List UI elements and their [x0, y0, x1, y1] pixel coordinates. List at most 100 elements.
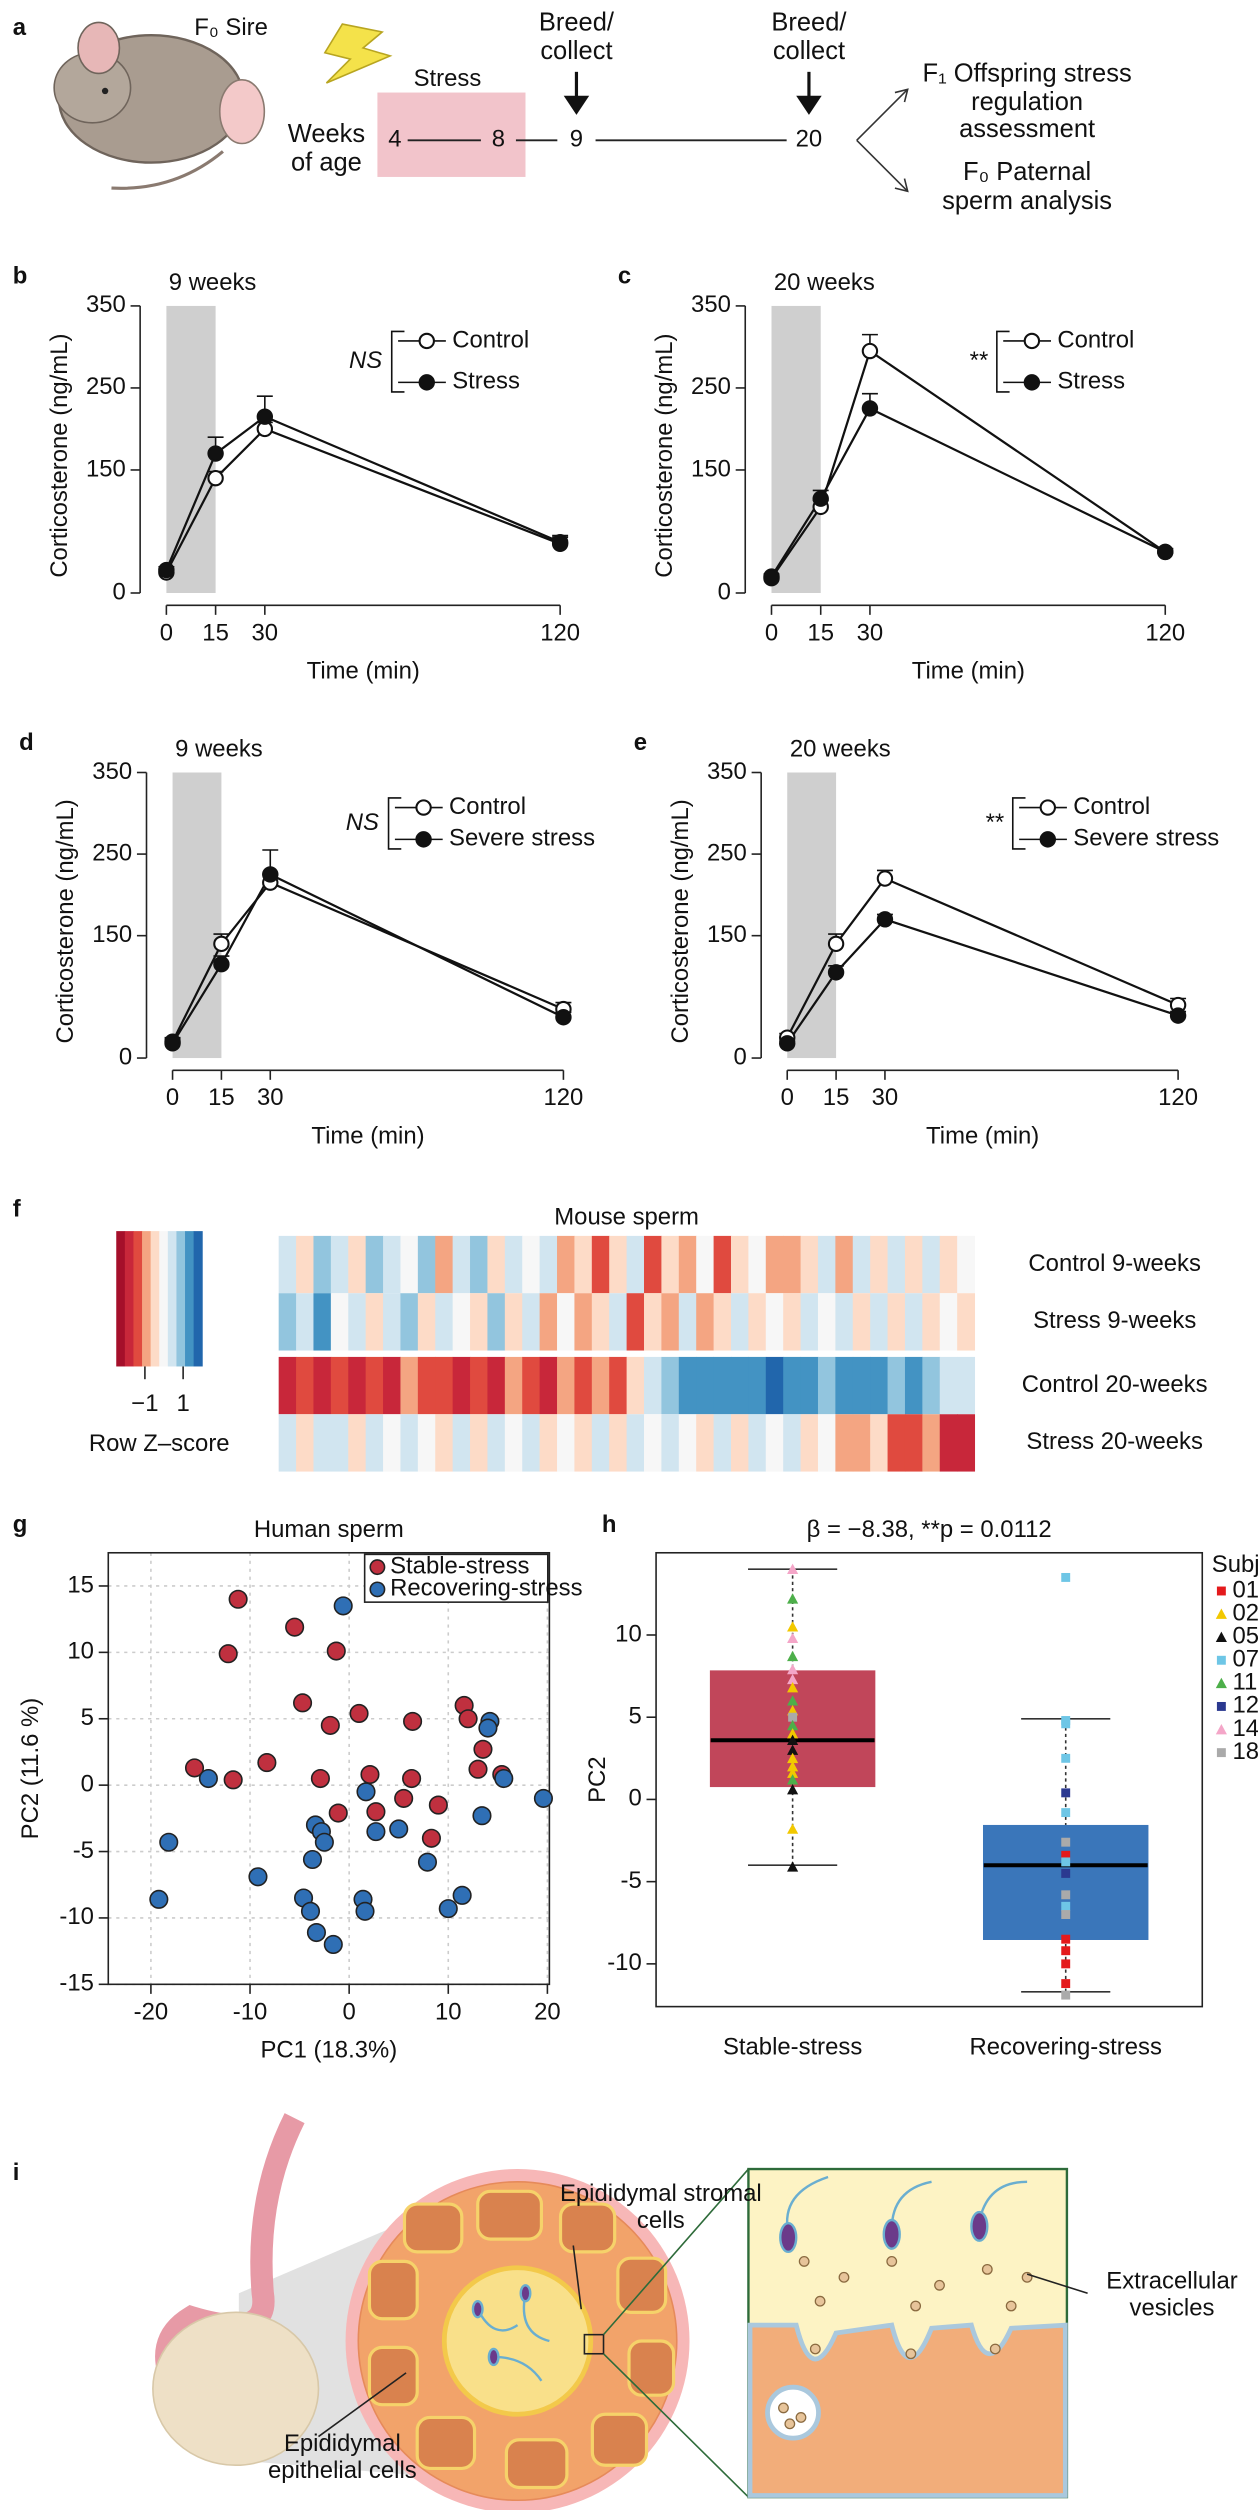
- heat-cell: [417, 1414, 436, 1472]
- mouse-illustration: [53, 21, 909, 193]
- legend-label: 07: [1233, 1646, 1258, 1673]
- legend-label: 05: [1233, 1622, 1258, 1649]
- heat-cell: [678, 1235, 697, 1294]
- heat-cell: [557, 1293, 575, 1351]
- heat-cell: [765, 1414, 784, 1472]
- legend-box: [363, 1553, 549, 1603]
- heat-cell: [817, 1235, 836, 1294]
- subject-point: [787, 1663, 799, 1675]
- y-axis-title: Corticosterone (ng/mL): [52, 799, 79, 1043]
- heat-cell: [765, 1235, 784, 1294]
- y-tick-label: 350: [707, 758, 747, 785]
- data-point: [428, 1795, 448, 1815]
- heat-cell: [365, 1293, 384, 1351]
- heat-cell: [904, 1235, 923, 1294]
- series-line: [786, 877, 1179, 1039]
- subject-point: [1061, 1850, 1071, 1860]
- data-point: [323, 1934, 343, 1955]
- data-point: [213, 935, 230, 953]
- x-tick-label: 120: [544, 1084, 584, 1111]
- heat-cell: [487, 1414, 506, 1472]
- x-tick-label: -10: [233, 1998, 268, 2025]
- data-point: [207, 445, 224, 462]
- heat-cell: [470, 1293, 488, 1351]
- heat-cell: [539, 1356, 558, 1415]
- heat-cell: [330, 1356, 349, 1415]
- stromal-label-box: Epididymal stromal cells: [560, 2182, 762, 2233]
- row-label: Control 9-weeks: [1028, 1250, 1201, 1277]
- legend-label: 14: [1233, 1715, 1258, 1742]
- heat-cell: [591, 1293, 610, 1351]
- y-tick-label: 150: [707, 921, 747, 948]
- heat-cell: [417, 1356, 436, 1415]
- data-point: [812, 490, 829, 507]
- heat-cell: [783, 1356, 802, 1415]
- epithelial-label-box: Epididymal epithelial cells: [267, 2431, 417, 2484]
- y-tick-label: -10: [59, 1903, 94, 1930]
- heat-cell: [574, 1414, 593, 1472]
- data-point: [478, 1718, 498, 1738]
- subject-point: [787, 1783, 799, 1795]
- heat-cell: [504, 1293, 523, 1351]
- legend-bracket: [996, 330, 1010, 393]
- legend-bracket: [1011, 797, 1026, 850]
- panel-label: f: [13, 1196, 21, 1223]
- data-point: [293, 1693, 313, 1713]
- data-point: [403, 1711, 423, 1731]
- heat-cell: [904, 1356, 923, 1415]
- colorbar-title: Row Z–score: [89, 1430, 230, 1457]
- panel-label: h: [602, 1511, 617, 1538]
- subject-point: [787, 1695, 799, 1706]
- chart-title: Human sperm: [254, 1516, 404, 1543]
- heat-cell: [330, 1235, 349, 1294]
- chart-title: 9 weeks: [175, 736, 263, 763]
- heat-cell: [278, 1356, 297, 1415]
- paternal-label: F₀ Paternal sperm analysis: [942, 159, 1113, 215]
- panel-label: e: [634, 729, 647, 756]
- heat-cell: [887, 1414, 906, 1472]
- data-point: [779, 1035, 796, 1052]
- heat-cell: [904, 1293, 923, 1351]
- heat-cell: [383, 1356, 401, 1415]
- heat-cell: [748, 1293, 767, 1351]
- subject-point: [787, 1563, 799, 1575]
- legend-marker: [1039, 799, 1057, 816]
- heat-cell: [835, 1356, 854, 1415]
- data-point: [551, 533, 569, 551]
- heat-cell: [417, 1293, 436, 1351]
- data-point: [314, 1832, 334, 1852]
- heat-cell: [522, 1293, 541, 1351]
- heat-cell: [557, 1356, 575, 1415]
- heat-cell: [835, 1293, 854, 1351]
- y-axis-title: Corticosterone (ng/mL): [667, 799, 694, 1043]
- heat-cell: [713, 1293, 732, 1351]
- subject-point: [1215, 1677, 1227, 1689]
- heat-cell: [939, 1235, 958, 1294]
- x-axis-title: Time (min): [307, 657, 420, 684]
- heat-cell: [522, 1356, 541, 1415]
- x-tick-label: 0: [343, 1998, 356, 2025]
- heat-cell: [626, 1293, 645, 1351]
- heat-cell: [957, 1414, 976, 1472]
- heat-cell: [470, 1414, 488, 1472]
- heat-cell: [574, 1293, 593, 1351]
- vesicles-label: Extracellular vesicles: [1106, 2269, 1238, 2322]
- heat-cell: [278, 1235, 297, 1294]
- colorbar-swatch: [176, 1231, 186, 1367]
- heat-cell: [644, 1356, 662, 1415]
- legend-label: Control: [449, 793, 526, 820]
- subject-point: [1215, 1631, 1227, 1642]
- heat-cell: [817, 1356, 836, 1415]
- heat-cell: [522, 1414, 541, 1472]
- heat-cell: [296, 1356, 314, 1415]
- epithelial-label: Epididymal epithelial cells: [267, 2431, 417, 2484]
- heat-cell: [957, 1356, 976, 1415]
- data-point: [256, 408, 274, 425]
- data-point: [326, 1641, 346, 1661]
- legend-marker: [1023, 332, 1041, 350]
- y-tick-label: 150: [86, 455, 126, 482]
- data-point: [149, 1889, 169, 1909]
- subject-point: [1061, 1910, 1071, 1919]
- heat-cell: [400, 1414, 419, 1472]
- data-point: [421, 1828, 441, 1848]
